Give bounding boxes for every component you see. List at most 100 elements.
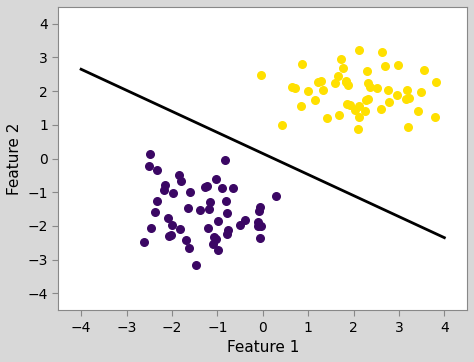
Point (385, 100, 393, 105)
Point (186, 189, 193, 195)
Point (404, 124, 411, 130)
Point (164, 215, 172, 221)
Point (224, 227, 231, 233)
Point (355, 103, 363, 109)
Point (162, 182, 169, 188)
Point (312, 97, 319, 103)
Point (254, 224, 261, 230)
Point (168, 222, 175, 228)
Point (354, 126, 362, 132)
Point (257, 223, 264, 229)
Point (176, 227, 183, 232)
Point (210, 234, 218, 240)
Point (314, 79, 322, 85)
Point (346, 102, 354, 108)
Point (218, 185, 226, 191)
Point (145, 163, 153, 169)
Point (209, 241, 217, 247)
Point (222, 198, 230, 204)
Point (185, 245, 193, 251)
Point (403, 87, 410, 93)
Point (177, 178, 184, 184)
Point (214, 247, 221, 252)
Point (214, 218, 221, 223)
Point (339, 65, 346, 71)
Point (201, 185, 209, 190)
Point (331, 80, 339, 86)
Point (394, 63, 402, 68)
Point (212, 176, 219, 182)
Point (169, 190, 177, 196)
Point (336, 112, 343, 118)
Point (420, 67, 428, 73)
Point (204, 225, 212, 231)
Point (212, 236, 220, 241)
Point (319, 87, 326, 93)
Point (318, 78, 325, 84)
Point (405, 95, 413, 101)
Point (334, 73, 341, 79)
Point (362, 97, 369, 103)
Point (140, 239, 147, 245)
Point (165, 233, 173, 239)
Point (364, 68, 371, 74)
Point (384, 87, 392, 93)
Point (154, 198, 161, 204)
Point (432, 79, 440, 85)
Point (381, 63, 389, 69)
Point (304, 88, 312, 94)
Point (205, 206, 212, 211)
Point (256, 204, 264, 210)
X-axis label: Feature 1: Feature 1 (227, 340, 299, 355)
Point (184, 205, 191, 211)
Point (175, 172, 182, 178)
Point (241, 217, 249, 223)
Point (182, 237, 189, 243)
Point (414, 108, 421, 114)
Point (374, 85, 381, 91)
Point (255, 208, 263, 214)
Point (151, 209, 158, 214)
Point (167, 232, 175, 238)
Point (236, 223, 244, 228)
Point (344, 82, 352, 88)
Point (418, 89, 425, 94)
Point (256, 235, 264, 241)
Point (147, 225, 155, 231)
Point (378, 49, 385, 55)
Point (229, 185, 237, 191)
Point (160, 187, 167, 193)
Point (323, 115, 330, 121)
Point (297, 103, 304, 109)
Point (291, 85, 299, 91)
Point (223, 210, 230, 216)
Point (288, 84, 295, 89)
Point (206, 199, 213, 205)
Point (342, 78, 350, 84)
Point (402, 96, 410, 102)
Point (365, 80, 372, 85)
Point (366, 84, 374, 90)
Point (223, 231, 231, 237)
Point (255, 219, 262, 224)
Point (298, 62, 306, 67)
Point (192, 262, 200, 268)
Point (342, 79, 350, 85)
Point (222, 157, 229, 163)
Point (351, 107, 359, 113)
Point (154, 167, 161, 173)
Y-axis label: Feature 2: Feature 2 (7, 122, 22, 195)
Point (356, 47, 363, 52)
Point (343, 101, 351, 107)
Point (365, 96, 372, 102)
Point (356, 114, 363, 119)
Point (431, 114, 439, 120)
Point (257, 72, 264, 78)
Point (204, 183, 211, 189)
Point (337, 56, 345, 62)
Point (146, 151, 154, 157)
Point (278, 122, 285, 128)
Point (361, 108, 369, 114)
Point (272, 193, 280, 199)
Point (377, 106, 385, 112)
